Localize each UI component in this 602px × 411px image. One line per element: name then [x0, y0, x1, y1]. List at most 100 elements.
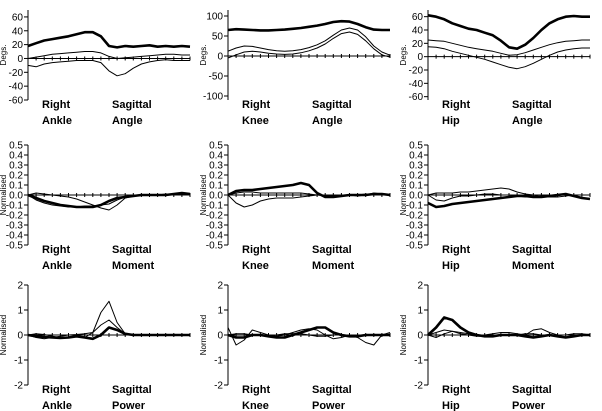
y-tick-label: -0.5 — [206, 241, 224, 252]
chart-title-text: Right — [242, 244, 270, 256]
chart-title-text: Moment — [312, 260, 355, 272]
series-line-2 — [427, 187, 590, 198]
chart-title-text: Angle — [312, 115, 343, 127]
chart-title-text: Sagittal — [312, 384, 352, 396]
chart-title-text: Right — [42, 384, 70, 396]
y-tick-label: -40 — [409, 79, 424, 90]
y-tick-label: 0 — [217, 331, 223, 342]
chart-title-text: Sagittal — [112, 384, 152, 396]
y-tick-label: 0.5 — [9, 141, 23, 152]
series-line-2 — [227, 27, 391, 56]
series-line-1 — [427, 192, 591, 209]
series-line-3 — [227, 191, 390, 197]
y-tick-label: 2 — [417, 281, 423, 292]
chart-panel-knee-power: 2 1 0 -1 -2 Normalised Right Knee Sagittal Power — [199, 281, 391, 411]
y-tick-label: -0.4 — [6, 231, 24, 242]
chart-title-text: Hip — [442, 260, 460, 272]
y-tick-label: 40 — [412, 26, 424, 37]
y-axis-label: Normalised — [199, 175, 208, 215]
y-tick-label: 0 — [417, 331, 423, 342]
chart-panel-ankle-power: 2 1 0 -1 -2 Normalised Right Ankle Sagittal Power — [0, 281, 191, 411]
y-tick-label: 0.3 — [9, 161, 23, 172]
y-tick-label: -0.2 — [6, 211, 24, 222]
y-axis-label: Normalised — [0, 175, 8, 215]
y-axis-label: Degs. — [399, 45, 408, 66]
y-tick-label: 100 — [206, 12, 223, 23]
y-tick-label: -1 — [414, 356, 423, 367]
chart-panel-ankle-angle: 60 40 20 0 -20 -40 -60 Degs. Right Ankle Sagittal A… — [0, 10, 191, 127]
series-line-3 — [427, 329, 590, 337]
chart-title-text: Sagittal — [512, 99, 552, 111]
chart-title-text: Right — [42, 244, 70, 256]
y-tick-label: 0.2 — [209, 171, 223, 182]
y-tick-label: 0.0 — [409, 191, 423, 202]
y-tick-label: 0.4 — [209, 151, 223, 162]
y-tick-label: 2 — [17, 281, 23, 292]
chart-title-text: Hip — [442, 115, 460, 127]
y-tick-label: -100 — [203, 92, 223, 103]
y-tick-label: 0 — [17, 331, 23, 342]
chart-panel-knee-angle: 100 50 0 -50 -100 Degs. Right Knee Sagittal Angle — [199, 10, 391, 127]
y-tick-label: 0 — [17, 54, 23, 65]
y-tick-label: -40 — [9, 82, 24, 93]
chart-title-text: Angle — [512, 115, 543, 127]
chart-title-text: Sagittal — [512, 244, 552, 256]
y-tick-label: -1 — [214, 356, 223, 367]
y-axis-label: Degs. — [0, 45, 8, 66]
chart-title-text: Hip — [442, 400, 460, 411]
chart-title-text: Angle — [112, 115, 143, 127]
y-tick-label: -0.5 — [406, 241, 424, 252]
y-tick-label: -0.3 — [206, 221, 224, 232]
y-axis-label: Degs. — [199, 45, 208, 66]
y-tick-label: -2 — [214, 381, 223, 392]
series-line-2 — [427, 39, 590, 56]
series-line-2 — [27, 51, 190, 59]
y-tick-label: -0.4 — [406, 231, 424, 242]
y-axis-label: Normalised — [399, 315, 408, 355]
y-tick-label: 0.1 — [9, 181, 23, 192]
y-tick-label: 40 — [12, 26, 24, 37]
y-tick-label: -0.4 — [206, 231, 224, 242]
y-tick-label: -0.2 — [206, 211, 224, 222]
series-line-2 — [27, 192, 190, 211]
y-tick-label: -50 — [209, 72, 224, 83]
chart-title-text: Power — [512, 400, 546, 411]
chart-title-text: Ankle — [42, 260, 72, 272]
y-tick-label: 0.5 — [209, 141, 223, 152]
chart-panel-hip-moment: 0.50.40.30.20.10.0-0.1-0.2-0.3-0.4-0.5 No… — [399, 141, 591, 272]
chart-title-text: Moment — [512, 260, 555, 272]
y-tick-label: -2 — [414, 381, 423, 392]
y-tick-label: 1 — [17, 306, 23, 317]
series-line-3 — [427, 193, 590, 202]
y-tick-label: -2 — [14, 381, 23, 392]
chart-title-text: Knee — [242, 400, 269, 411]
y-tick-label: -0.1 — [406, 201, 424, 212]
y-tick-label: 2 — [217, 281, 223, 292]
chart-title-text: Right — [442, 384, 470, 396]
series-line-1 — [27, 30, 191, 49]
y-tick-label: 60 — [12, 12, 24, 23]
chart-title-text: Right — [242, 384, 270, 396]
series-line-3 — [227, 333, 390, 337]
series-line-2 — [227, 192, 391, 208]
y-tick-label: -20 — [409, 66, 424, 77]
chart-title-text: Moment — [112, 260, 155, 272]
y-axis-label: Normalised — [199, 315, 208, 355]
chart-title-text: Right — [442, 244, 470, 256]
series-line-3 — [227, 31, 391, 59]
y-tick-label: 0.4 — [9, 151, 23, 162]
y-tick-label: 50 — [212, 32, 224, 43]
y-tick-label: -0.5 — [6, 241, 24, 252]
y-tick-label: -0.3 — [406, 221, 424, 232]
chart-title-text: Knee — [242, 260, 269, 272]
y-tick-label: 0.4 — [409, 151, 423, 162]
y-tick-label: 0.1 — [409, 181, 423, 192]
y-tick-label: 0.3 — [409, 161, 423, 172]
y-tick-label: 20 — [12, 40, 24, 51]
chart-title-text: Right — [242, 99, 270, 111]
chart-title-text: Sagittal — [112, 244, 152, 256]
chart-panel-ankle-moment: 0.50.40.30.20.10.0-0.1-0.2-0.3-0.4-0.5 No… — [0, 141, 191, 272]
y-tick-label: 0 — [217, 52, 223, 63]
y-tick-label: -0.2 — [406, 211, 424, 222]
y-tick-label: 20 — [412, 39, 424, 50]
